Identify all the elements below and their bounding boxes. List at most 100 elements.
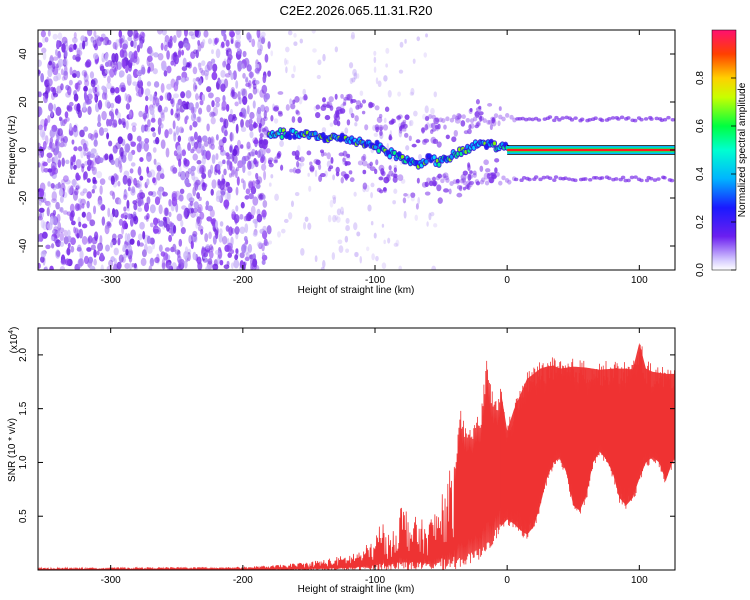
noise-blob <box>127 175 133 185</box>
noise-blob <box>138 242 144 247</box>
track-core-inner <box>313 131 317 136</box>
noise-blob <box>193 201 199 209</box>
noise-blob <box>261 230 268 240</box>
noise-blob <box>254 150 258 156</box>
sideband-blob <box>620 175 626 180</box>
noise-blob <box>100 264 104 270</box>
noise-blob <box>215 153 219 160</box>
sideband-blob <box>465 117 471 123</box>
noise-blob <box>201 155 207 165</box>
noise-blob <box>119 38 123 49</box>
sideband-blob <box>583 177 588 181</box>
sideband-blob <box>426 177 431 183</box>
noise-blob <box>219 228 223 235</box>
snr-fill <box>500 342 675 535</box>
noise-blob <box>131 125 137 133</box>
noise-blob <box>96 122 102 128</box>
noise-blob <box>143 124 149 132</box>
faint-noise-blob <box>377 80 382 88</box>
track-sidelobe <box>404 114 410 120</box>
noise-blob <box>93 249 97 258</box>
noise-blob <box>125 120 129 130</box>
noise-blob <box>54 145 60 154</box>
track-sidelobe <box>456 184 463 190</box>
noise-blob <box>173 93 179 99</box>
noise-blob <box>261 252 266 258</box>
noise-blob <box>257 39 262 50</box>
noise-blob <box>181 71 188 79</box>
faint-noise-blob <box>433 223 438 228</box>
sideband-blob <box>487 119 493 125</box>
noise-blob <box>152 68 158 75</box>
colorbar-tick-label: 0.0 <box>695 263 706 277</box>
sideband-blob <box>481 177 486 183</box>
noise-blob <box>192 66 198 75</box>
sideband-blob <box>670 117 675 122</box>
noise-blob <box>126 73 132 82</box>
track-sidelobe <box>277 91 284 95</box>
noise-blob <box>143 142 150 152</box>
track-sidelobe <box>374 105 380 111</box>
track-sidelobe <box>469 107 473 113</box>
noise-blob <box>146 56 150 67</box>
noise-blob <box>217 169 221 175</box>
faint-noise-blob <box>370 182 375 188</box>
noise-blob <box>218 233 223 243</box>
noise-blob <box>71 139 75 145</box>
sideband-blob <box>669 178 675 183</box>
track-sidelobe <box>357 105 362 110</box>
noise-blob <box>196 165 203 175</box>
noise-blob <box>55 250 61 257</box>
noise-blob <box>119 146 124 157</box>
track-sidelobe <box>491 174 497 179</box>
noise-blob <box>156 171 162 181</box>
noise-blob <box>200 164 206 174</box>
sideband-blob <box>472 173 477 178</box>
noise-blob <box>123 206 127 212</box>
track-sidelobe <box>346 119 351 126</box>
sideband-blob <box>498 114 503 120</box>
track-sidelobe <box>315 159 321 166</box>
noise-blob <box>178 165 182 175</box>
faint-noise-blob <box>348 62 354 69</box>
noise-blob <box>188 234 193 245</box>
noise-blob <box>196 192 201 200</box>
noise-blob <box>144 95 149 102</box>
track-sidelobe <box>432 138 439 145</box>
noise-blob <box>153 158 157 165</box>
noise-blob <box>201 145 205 154</box>
track-sidelobe <box>490 116 496 121</box>
noise-blob <box>182 57 187 67</box>
noise-blob <box>215 101 220 108</box>
noise-blob <box>201 60 206 66</box>
faint-noise-blob <box>392 200 397 205</box>
noise-blob <box>267 70 272 77</box>
noise-blob <box>133 262 137 269</box>
sideband-blob <box>519 178 524 183</box>
noise-blob <box>232 114 236 119</box>
faint-noise-blob <box>345 224 350 232</box>
noise-blob <box>93 258 97 266</box>
colorbar-frame <box>711 29 737 271</box>
track-sidelobe <box>294 154 299 160</box>
track-sidelobe <box>318 174 323 182</box>
noise-blob <box>127 178 132 187</box>
noise-blob <box>240 144 244 149</box>
noise-blob <box>110 256 116 263</box>
noise-blob <box>73 226 77 234</box>
noise-blob <box>157 125 162 135</box>
noise-blob <box>166 92 172 101</box>
track-sidelobe <box>479 115 483 122</box>
noise-blob <box>242 164 246 174</box>
noise-blob <box>51 61 56 69</box>
noise-blob <box>229 132 235 142</box>
noise-blob <box>225 39 230 47</box>
noise-blob <box>146 151 152 162</box>
faint-noise-blob <box>311 30 316 34</box>
noise-blob <box>65 159 70 165</box>
track-sidelobe <box>489 124 493 131</box>
faint-noise-blob <box>393 188 398 194</box>
track-sidelobe <box>421 181 428 188</box>
noise-blob <box>148 191 154 196</box>
